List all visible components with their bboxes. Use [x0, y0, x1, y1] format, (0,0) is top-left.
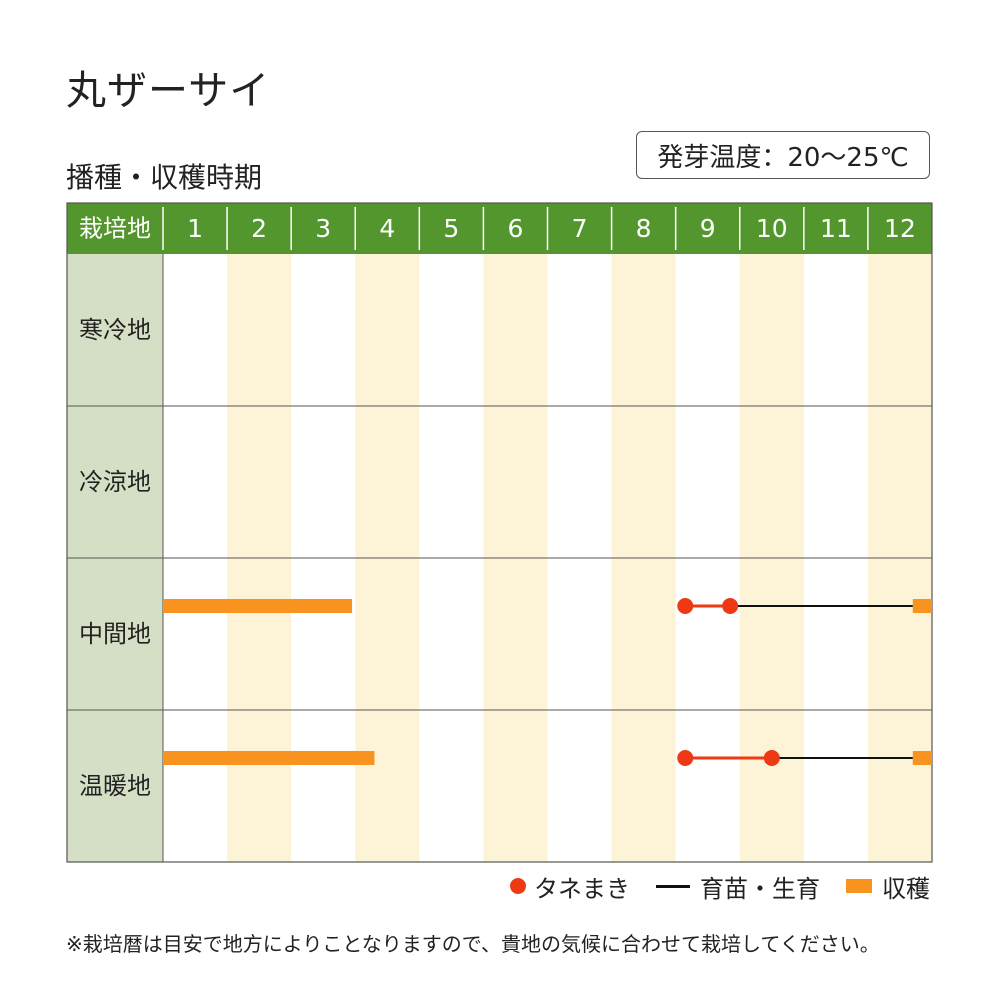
- sowing-start-dot: [677, 750, 694, 766]
- footnote: ※栽培暦は目安で地方によりことなりますので、貴地の気候に合わせて栽培してください…: [66, 932, 880, 956]
- sowing-end-dot: [763, 750, 780, 766]
- chart-legend: タネまき 育苗・生育 収穫: [510, 869, 930, 904]
- month-label-11: 11: [820, 214, 852, 243]
- sowing-start-dot: [677, 598, 694, 614]
- month-label-7: 7: [572, 214, 588, 243]
- germination-temperature-badge: 発芽温度：20～25℃: [636, 131, 930, 179]
- harvest-bar: [163, 599, 353, 613]
- growing-line-icon: [656, 884, 690, 888]
- month-label-5: 5: [443, 214, 459, 243]
- legend-growing: 育苗・生育: [656, 869, 820, 904]
- month-label-8: 8: [636, 214, 652, 243]
- chart-subtitle: 播種・収穫時期: [66, 161, 263, 194]
- month-label-4: 4: [379, 214, 395, 243]
- header-bar: [67, 203, 932, 254]
- region-label: 寒冷地: [79, 316, 151, 344]
- region-label: 温暖地: [79, 772, 151, 800]
- germination-temperature-text: 発芽温度：20～25℃: [657, 142, 909, 173]
- legend-sowing: タネまき: [510, 869, 630, 904]
- month-label-9: 9: [700, 214, 716, 243]
- harvest-bar: [912, 751, 932, 765]
- region-label: 中間地: [79, 620, 151, 648]
- legend-harvest-label: 収穫: [882, 874, 930, 903]
- legend-growing-label: 育苗・生育: [700, 874, 820, 903]
- harvest-bar-icon: [846, 879, 872, 893]
- month-label-6: 6: [508, 214, 524, 243]
- month-label-12: 12: [884, 214, 916, 243]
- legend-harvest: 収穫: [846, 869, 930, 904]
- sowing-dot-icon: [510, 878, 526, 894]
- harvest-bar: [163, 751, 375, 765]
- legend-sowing-label: タネまき: [534, 874, 630, 903]
- month-label-2: 2: [251, 214, 267, 243]
- page-title: 丸ザーサイ: [66, 68, 271, 114]
- harvest-bar: [912, 599, 932, 613]
- header-label: 栽培地: [79, 215, 151, 243]
- month-label-10: 10: [756, 214, 788, 243]
- month-label-3: 3: [315, 214, 331, 243]
- table-border: [66, 202, 933, 863]
- region-label: 冷涼地: [79, 468, 151, 496]
- sowing-end-dot: [722, 598, 739, 614]
- month-label-1: 1: [187, 214, 203, 243]
